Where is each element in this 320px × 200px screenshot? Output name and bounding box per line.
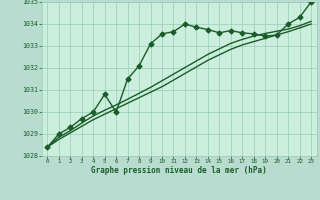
X-axis label: Graphe pression niveau de la mer (hPa): Graphe pression niveau de la mer (hPa) <box>91 166 267 175</box>
